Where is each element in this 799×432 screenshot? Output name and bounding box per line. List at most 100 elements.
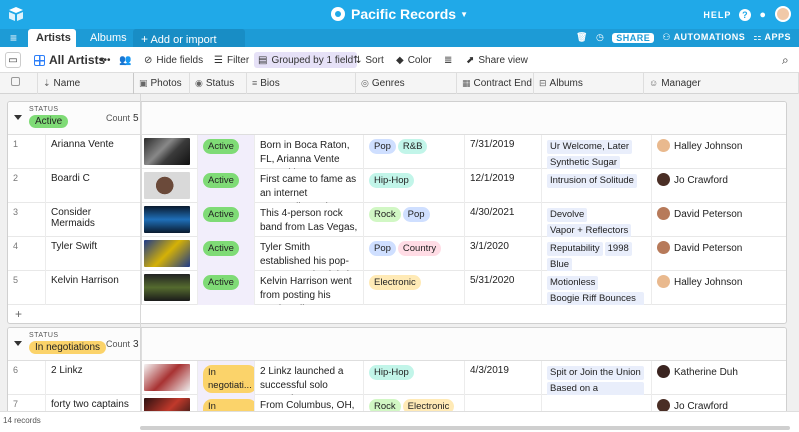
history-icon[interactable]: ◷ (595, 32, 605, 42)
add-record-button[interactable]: + (8, 305, 786, 323)
group-button[interactable]: ▤ Grouped by 1 field (254, 52, 358, 68)
bell-icon[interactable]: ● (759, 9, 767, 21)
artist-photo[interactable] (144, 398, 190, 411)
status-cell[interactable]: Active (198, 169, 255, 203)
share-view-button[interactable]: ⬈ Share view (466, 54, 528, 66)
help-icon[interactable]: ? (739, 9, 752, 21)
bio-cell[interactable]: Born in Boca Raton, FL, Arianna Vente st… (255, 135, 364, 169)
artist-photo[interactable] (144, 206, 190, 233)
albums-cell[interactable]: Reputability 1998 Blue (542, 237, 652, 271)
column-status[interactable]: ◉ Status (190, 73, 247, 94)
add-or-import-button[interactable]: + Add or import (133, 29, 245, 47)
status-cell[interactable]: In negotiati... (198, 361, 255, 395)
airtable-logo-icon[interactable] (8, 6, 24, 22)
apps-button[interactable]: ⚏ APPS (753, 32, 791, 42)
genres-cell[interactable]: Hip-Hop (364, 169, 465, 203)
table-row[interactable]: 6 2 Linkz In negotiati... 2 Linkz launch… (8, 361, 786, 395)
status-cell[interactable]: Active (198, 203, 255, 237)
name-cell[interactable]: forty two captains (46, 395, 142, 411)
table-row[interactable]: 1 Arianna Vente Active Born in Boca Rato… (8, 135, 786, 169)
name-cell[interactable]: Arianna Vente (46, 135, 142, 169)
name-cell[interactable]: Boardi C (46, 169, 142, 203)
status-cell[interactable]: In negotiati... (198, 395, 255, 411)
status-cell[interactable]: Active (198, 135, 255, 169)
bio-cell[interactable]: From Columbus, OH, this genre-spanning d… (255, 395, 364, 411)
albums-cell[interactable]: Intrusion of Solitude (542, 169, 652, 203)
table-row[interactable]: 7 forty two captains In negotiati... Fro… (8, 395, 786, 411)
genres-cell[interactable]: Rock Pop (364, 203, 465, 237)
genres-cell[interactable]: Pop R&B (364, 135, 465, 169)
bio-cell[interactable]: Kelvin Harrison went from posting his mu… (255, 271, 364, 305)
name-cell[interactable]: Kelvin Harrison (46, 271, 142, 305)
status-cell[interactable]: Active (198, 271, 255, 305)
bio-cell[interactable]: First came to fame as an internet person… (255, 169, 364, 203)
manager-cell[interactable]: Halley Johnson (652, 271, 786, 305)
row-height-icon[interactable]: ≣ (444, 54, 453, 66)
contract-end-cell[interactable] (465, 395, 542, 411)
manager-cell[interactable]: Halley Johnson (652, 135, 786, 169)
photo-cell[interactable] (142, 395, 198, 411)
collapse-triangle-icon[interactable] (14, 341, 22, 346)
manager-cell[interactable]: David Peterson (652, 237, 786, 271)
sort-button[interactable]: ⇅ Sort (353, 54, 384, 66)
artist-photo[interactable] (144, 172, 190, 199)
manager-cell[interactable]: Jo Crawford (652, 169, 786, 203)
contract-end-cell[interactable]: 7/31/2019 (465, 135, 542, 169)
name-cell[interactable]: Tyler Swift (46, 237, 142, 271)
photo-cell[interactable] (142, 361, 198, 395)
photo-cell[interactable] (142, 203, 198, 237)
hide-fields-button[interactable]: ⊘ Hide fields (144, 54, 204, 66)
artist-photo[interactable] (144, 364, 190, 391)
base-title[interactable]: Pacific Records ▼ (0, 6, 799, 22)
table-row[interactable]: 2 Boardi C Active First came to fame as … (8, 169, 786, 203)
name-cell[interactable]: Consider Mermaids (46, 203, 142, 237)
help-link[interactable]: HELP (703, 10, 732, 20)
bio-cell[interactable]: This 4-person rock band from Las Vegas, … (255, 203, 364, 237)
column-bios[interactable]: ≡ Bios (247, 73, 356, 94)
contract-end-cell[interactable]: 5/31/2020 (465, 271, 542, 305)
column-genres[interactable]: ◎ Genres (356, 73, 457, 94)
filter-button[interactable]: ☰ Filter (214, 54, 250, 66)
albums-cell[interactable] (542, 395, 652, 411)
photo-cell[interactable] (142, 271, 198, 305)
photo-cell[interactable] (142, 169, 198, 203)
contract-end-cell[interactable]: 3/1/2020 (465, 237, 542, 271)
column-contract-end[interactable]: ▦ Contract End (457, 73, 534, 94)
artist-photo[interactable] (144, 274, 190, 301)
collapse-triangle-icon[interactable] (14, 115, 22, 120)
genres-cell[interactable]: Electronic (364, 271, 465, 305)
user-avatar[interactable] (775, 6, 791, 22)
genres-cell[interactable]: Hip-Hop (364, 361, 465, 395)
bio-cell[interactable]: Tyler Smith established his pop-country … (255, 237, 364, 271)
table-row[interactable]: 3 Consider Mermaids Active This 4-person… (8, 203, 786, 237)
manager-cell[interactable]: David Peterson (652, 203, 786, 237)
tab-artists[interactable]: Artists ▼ (28, 29, 76, 55)
photo-cell[interactable] (142, 135, 198, 169)
table-row[interactable]: 4 Tyler Swift Active Tyler Smith establi… (8, 237, 786, 271)
contract-end-cell[interactable]: 4/3/2019 (465, 361, 542, 395)
genres-cell[interactable]: Pop Country (364, 237, 465, 271)
albums-cell[interactable]: Ur Welcome, Later Synthetic Sugar (542, 135, 652, 169)
name-cell[interactable]: 2 Linkz (46, 361, 142, 395)
genres-cell[interactable]: Rock Electronic (364, 395, 465, 411)
select-all-checkbox[interactable] (0, 73, 38, 94)
search-icon[interactable]: ⌕ (782, 52, 789, 67)
automations-button[interactable]: ⚇ AUTOMATIONS (662, 32, 746, 42)
photo-cell[interactable] (142, 237, 198, 271)
group-header[interactable]: STATUS In negotiations Count 3 (8, 328, 786, 361)
more-icon[interactable]: ••• (100, 54, 111, 66)
albums-cell[interactable]: Devolve Vapor + Reflectors (542, 203, 652, 237)
table-row[interactable]: 5 Kelvin Harrison Active Kelvin Harrison… (8, 271, 786, 305)
artist-photo[interactable] (144, 240, 190, 267)
manager-cell[interactable]: Katherine Duh (652, 361, 786, 395)
artist-photo[interactable] (144, 138, 190, 165)
contract-end-cell[interactable]: 12/1/2019 (465, 169, 542, 203)
column-photos[interactable]: ▣ Photos (134, 73, 190, 94)
sidebar-toggle-icon[interactable]: ▭ (5, 52, 21, 68)
albums-cell[interactable]: Spit or Join the Union Based on a F.A.L.S… (542, 361, 652, 395)
status-cell[interactable]: Active (198, 237, 255, 271)
menu-icon[interactable]: ≡ (10, 31, 18, 45)
trash-icon[interactable]: 🗑 (576, 32, 588, 42)
tab-albums[interactable]: Albums (90, 32, 127, 44)
color-button[interactable]: ◆ Color (396, 54, 432, 66)
